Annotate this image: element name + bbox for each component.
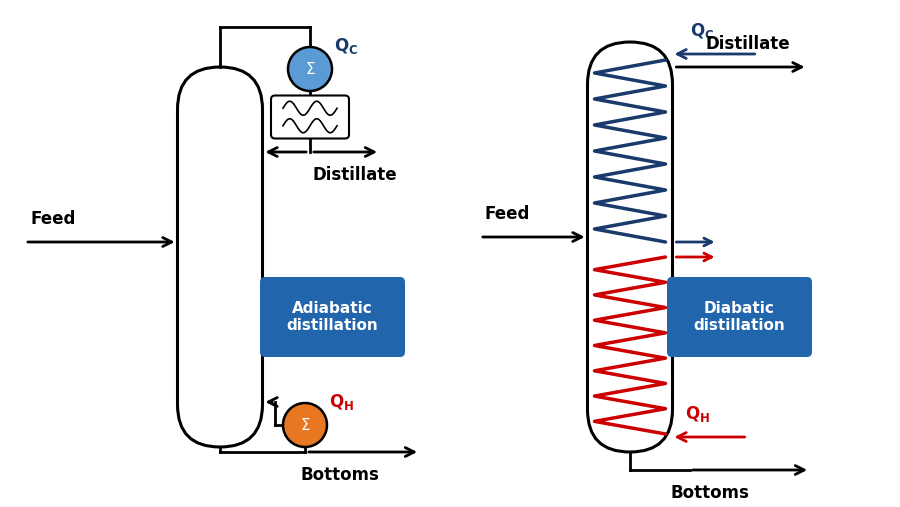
- Text: Feed: Feed: [485, 205, 530, 223]
- Text: Diabatic
distillation: Diabatic distillation: [694, 301, 786, 333]
- Text: Bottoms: Bottoms: [670, 484, 750, 502]
- Text: $\mathbf{Q_C}$: $\mathbf{Q_C}$: [334, 36, 358, 56]
- Text: $\Sigma$: $\Sigma$: [305, 61, 315, 77]
- FancyBboxPatch shape: [588, 42, 672, 452]
- Text: $\mathbf{Q_C}$: $\mathbf{Q_C}$: [690, 21, 715, 41]
- Text: Distillate: Distillate: [312, 166, 397, 184]
- Circle shape: [283, 403, 327, 447]
- Text: Distillate: Distillate: [706, 35, 790, 53]
- FancyBboxPatch shape: [177, 67, 263, 447]
- Text: Feed: Feed: [30, 210, 76, 228]
- Text: Adiabatic
distillation: Adiabatic distillation: [286, 301, 378, 333]
- Text: $\Sigma$: $\Sigma$: [300, 417, 310, 433]
- FancyBboxPatch shape: [260, 277, 405, 357]
- Text: $\mathbf{Q_H}$: $\mathbf{Q_H}$: [685, 404, 710, 424]
- Text: Bottoms: Bottoms: [301, 466, 380, 484]
- FancyBboxPatch shape: [667, 277, 812, 357]
- FancyBboxPatch shape: [271, 95, 349, 138]
- Text: $\mathbf{Q_H}$: $\mathbf{Q_H}$: [329, 392, 354, 412]
- Circle shape: [288, 47, 332, 91]
